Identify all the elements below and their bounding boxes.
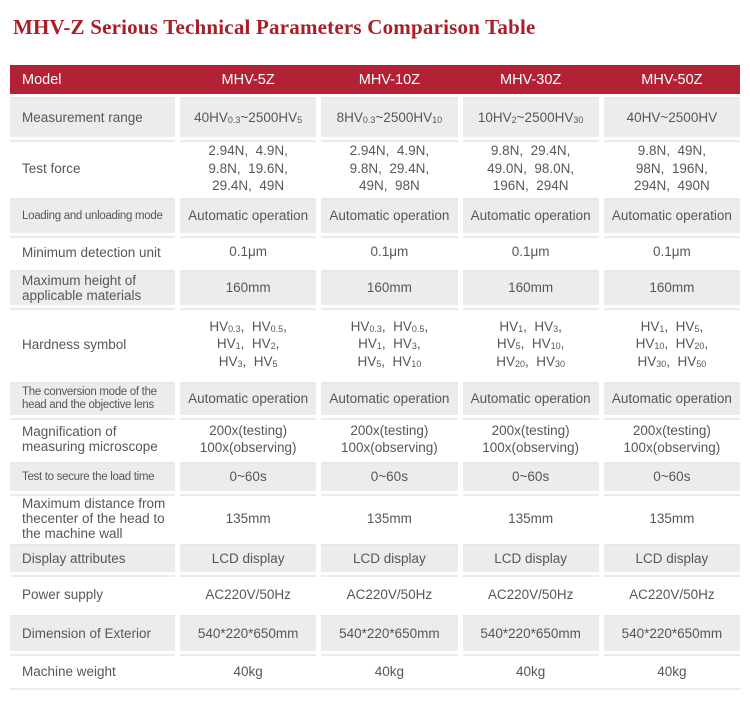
row-label: Magnification of measuring microscope	[10, 417, 175, 459]
table-cell: 0~60s	[321, 461, 458, 491]
table-cell: 200x(testing) 100x(observing)	[180, 417, 317, 459]
row-label: Loading and unloading mode	[10, 197, 175, 233]
row-label: Display attributes	[10, 543, 175, 572]
table-cell: HV1, HV3, HV5, HV10, HV20, HV30	[462, 307, 599, 379]
table-cell: Automatic operation	[180, 381, 317, 415]
table-cell: 160mm	[603, 269, 740, 305]
table-cell: AC220V/50Hz	[180, 574, 317, 612]
row-conversion-mode: The conversion mode of the head and the …	[10, 381, 740, 415]
row-maximum-distance: Maximum distance from thecenter of the h…	[10, 493, 740, 541]
table-cell: Automatic operation	[180, 197, 317, 233]
table-cell: 0~60s	[462, 461, 599, 491]
table-cell: 0~60s	[603, 461, 740, 491]
table-cell: 2.94N, 4.9N, 9.8N, 29.4N, 49N, 98N	[321, 140, 458, 195]
table-cell: LCD display	[180, 543, 317, 572]
header-mhv-5z: MHV-5Z	[221, 71, 275, 88]
row-measurement-range: Measurement range 40HV0.3~2500HV5 8HV0.3…	[10, 97, 740, 137]
table-cell: 135mm	[462, 493, 599, 541]
table-cell: AC220V/50Hz	[462, 574, 599, 612]
row-label: Dimension of Exterior	[10, 614, 175, 651]
row-display-attributes: Display attributes LCD display LCD displ…	[10, 543, 740, 572]
table-cell: 9.8N, 29.4N, 49.0N, 98.0N, 196N, 294N	[462, 140, 599, 195]
row-load-time: Test to secure the load time 0~60s 0~60s…	[10, 461, 740, 491]
table-cell: 8HV0.3~2500HV10	[321, 97, 458, 137]
table-cell: 160mm	[180, 269, 317, 305]
page-title: MHV-Z Serious Technical Parameters Compa…	[13, 15, 536, 39]
row-minimum-detection-unit: Minimum detection unit 0.1μm 0.1μm 0.1μm…	[10, 235, 740, 267]
row-label: Test force	[10, 140, 175, 195]
table-header-row: Model MHV-5Z MHV-10Z MHV-30Z MHV-50Z	[10, 65, 740, 94]
row-dimension-exterior: Dimension of Exterior 540*220*650mm 540*…	[10, 614, 740, 651]
table-cell: HV1, HV5, HV10, HV20, HV30, HV50	[603, 307, 740, 379]
row-power-supply: Power supply AC220V/50Hz AC220V/50Hz AC2…	[10, 574, 740, 612]
table-cell: 40HV0.3~2500HV5	[180, 97, 317, 137]
table-cell: 135mm	[321, 493, 458, 541]
table-cell: 40kg	[462, 653, 599, 687]
table-cell: 540*220*650mm	[180, 614, 317, 651]
header-mhv-10z: MHV-10Z	[358, 71, 420, 88]
table-cell: 540*220*650mm	[462, 614, 599, 651]
table-cell: LCD display	[603, 543, 740, 572]
table-cell: Automatic operation	[462, 381, 599, 415]
table-cell: 40HV~2500HV	[603, 97, 740, 137]
row-label: Power supply	[10, 574, 175, 612]
table-cell: 40kg	[603, 653, 740, 687]
row-maximum-height: Maximum height of applicable materials 1…	[10, 269, 740, 305]
table-cell: AC220V/50Hz	[603, 574, 740, 612]
table-cell: 200x(testing) 100x(observing)	[603, 417, 740, 459]
row-label: Maximum distance from thecenter of the h…	[10, 493, 175, 541]
table-cell: 0.1μm	[462, 235, 599, 267]
row-label: Minimum detection unit	[10, 235, 175, 267]
table-cell: 135mm	[603, 493, 740, 541]
table-cell: 160mm	[462, 269, 599, 305]
table-cell: Automatic operation	[603, 381, 740, 415]
table-cell: LCD display	[321, 543, 458, 572]
row-loading-unloading-mode: Loading and unloading mode Automatic ope…	[10, 197, 740, 233]
table-cell: Automatic operation	[321, 381, 458, 415]
table-cell: 0.1μm	[603, 235, 740, 267]
table-cell: 0.1μm	[321, 235, 458, 267]
table-cell: HV0.3, HV0.5, HV1, HV3, HV5, HV10	[321, 307, 458, 379]
row-hardness-symbol: Hardness symbol HV0.3, HV0.5, HV1, HV2, HV…	[10, 307, 740, 379]
row-test-force: Test force 2.94N, 4.9N, 9.8N, 19.6N, 29.4N…	[10, 140, 740, 195]
table-cell: 135mm	[180, 493, 317, 541]
table-cell: 0.1μm	[180, 235, 317, 267]
table-cell: AC220V/50Hz	[321, 574, 458, 612]
comparison-table: Model MHV-5Z MHV-10Z MHV-30Z MHV-50Z Mea…	[10, 65, 740, 690]
table-cell: HV0.3, HV0.5, HV1, HV2, HV3, HV5	[180, 307, 317, 379]
header-model: Model	[22, 71, 62, 88]
table-cell: 0~60s	[180, 461, 317, 491]
header-mhv-50z: MHV-50Z	[641, 71, 703, 88]
row-label: The conversion mode of the head and the …	[10, 381, 175, 415]
table-cell: 9.8N, 49N, 98N, 196N, 294N, 490N	[603, 140, 740, 195]
table-cell: Automatic operation	[321, 197, 458, 233]
row-magnification: Magnification of measuring microscope 20…	[10, 417, 740, 459]
table-cell: 40kg	[180, 653, 317, 687]
table-cell: Automatic operation	[603, 197, 740, 233]
header-mhv-30z: MHV-30Z	[500, 71, 562, 88]
row-label: Maximum height of applicable materials	[10, 269, 175, 305]
table-cell: LCD display	[462, 543, 599, 572]
table-cell: 10HV2~2500HV30	[462, 97, 599, 137]
table-cell: 540*220*650mm	[603, 614, 740, 651]
table-cell: 200x(testing) 100x(observing)	[321, 417, 458, 459]
page: MHV-Z Serious Technical Parameters Compa…	[0, 15, 750, 690]
row-machine-weight: Machine weight 40kg 40kg 40kg 40kg	[10, 653, 740, 687]
table-cell: 40kg	[321, 653, 458, 687]
table-cell: 540*220*650mm	[321, 614, 458, 651]
row-label: Hardness symbol	[10, 307, 175, 379]
table-cell: 200x(testing) 100x(observing)	[462, 417, 599, 459]
row-label: Test to secure the load time	[10, 461, 175, 491]
row-label: Machine weight	[10, 653, 175, 687]
table-cell: 160mm	[321, 269, 458, 305]
table-cell: Automatic operation	[462, 197, 599, 233]
table-cell: 2.94N, 4.9N, 9.8N, 19.6N, 29.4N, 49N	[180, 140, 317, 195]
row-label: Measurement range	[10, 97, 175, 137]
